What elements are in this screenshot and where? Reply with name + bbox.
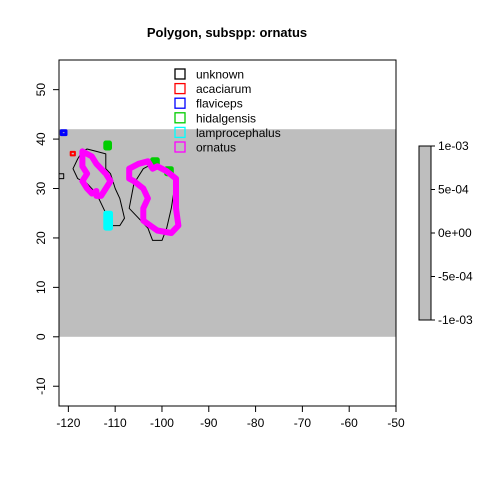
y-tick-label-1: 0 xyxy=(34,333,48,340)
series-polygon-unknown-0 xyxy=(72,148,125,227)
series-polygon-acaciarum-3 xyxy=(69,150,76,157)
legend-swatch-flaviceps xyxy=(174,97,186,109)
chart-title: Polygon, subspp: ornatus xyxy=(147,25,307,40)
legend-label-unknown: unknown xyxy=(196,68,244,82)
colorbar-label-0: 1e-03 xyxy=(438,139,469,153)
x-tick-label-0: -120 xyxy=(56,416,80,430)
colorbar-label-1: 5e-04 xyxy=(438,183,469,197)
legend-label-ornatus: ornatus xyxy=(196,141,236,155)
legend-label-acaciarum: acaciarum xyxy=(196,82,251,96)
series-polygon-flaviceps-4 xyxy=(59,129,68,137)
series-polygon-hidalgensis-6 xyxy=(150,157,160,167)
colorbar-bar xyxy=(418,145,432,321)
legend-swatch-acaciarum xyxy=(174,82,186,95)
x-tick-label-3: -90 xyxy=(200,416,218,430)
legend-swatch-hidalgensis xyxy=(174,112,186,124)
x-tick-label-6: -60 xyxy=(341,416,359,430)
y-tick-label-2: 10 xyxy=(34,280,48,294)
legend-swatch-ornatus xyxy=(174,141,186,153)
y-tick-label-5: 40 xyxy=(34,132,48,146)
legend-label-flaviceps: flaviceps xyxy=(196,97,243,111)
series-polygon-unknown-1 xyxy=(128,163,177,241)
x-tick-label-2: -100 xyxy=(150,416,174,430)
legend-swatch-lamprocephalus xyxy=(174,126,186,139)
y-tick-label-3: 20 xyxy=(34,231,48,245)
colorbar-label-3: -5e-04 xyxy=(438,270,473,284)
polygon-series xyxy=(58,129,182,241)
legend-label-hidalgensis: hidalgensis xyxy=(196,111,256,125)
series-polygon-lamprocephalus-8 xyxy=(103,210,113,231)
raster-cell-area xyxy=(59,129,396,337)
y-tick-label-6: 50 xyxy=(34,83,48,97)
series-polygon-ornatus-10 xyxy=(126,158,182,236)
series-polygon-ornatus-9 xyxy=(79,148,114,199)
legend-label-lamprocephalus: lamprocephalus xyxy=(196,126,281,140)
series-polygon-hidalgensis-5 xyxy=(103,140,112,151)
background-raster xyxy=(59,129,396,337)
axes: -120 -110 -100 -90 -80 -70 -60 -50-100102030405… xyxy=(34,59,405,430)
x-tick-label-7: -50 xyxy=(387,416,405,430)
plot-frame xyxy=(58,59,397,407)
colorbar-label-4: -1e-03 xyxy=(438,313,473,327)
colorbar-label-2: 0e+00 xyxy=(438,226,472,240)
x-tick-label-4: -80 xyxy=(247,416,265,430)
legend: unknownacaciarumflavicepshidalgensislamp… xyxy=(174,68,281,155)
legend-swatch-unknown xyxy=(174,68,186,80)
x-tick-label-1: -110 xyxy=(104,416,127,430)
colorbar: 1e-03 5e-04 0e+00 -5e-04 -1e-03 xyxy=(418,139,473,327)
y-tick-label-4: 30 xyxy=(34,182,48,196)
x-tick-label-5: -70 xyxy=(294,416,312,430)
y-tick-label-0: -10 xyxy=(34,377,48,395)
